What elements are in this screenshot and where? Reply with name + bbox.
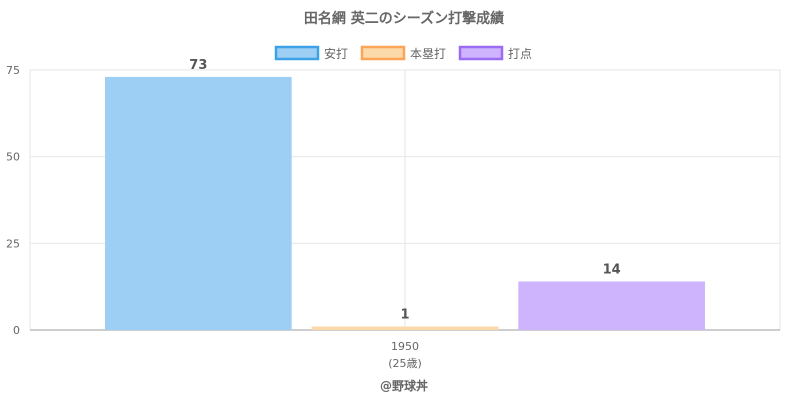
bar-安打 bbox=[105, 76, 292, 330]
bar-value-label: 14 bbox=[603, 262, 621, 277]
legend-swatch bbox=[360, 45, 406, 61]
chart-title: 田名網 英二のシーズン打撃成績 bbox=[304, 10, 504, 27]
bar-value-label: 73 bbox=[189, 58, 207, 73]
bar-series: 73 1 14 bbox=[105, 58, 705, 330]
legend-label: 打点 bbox=[508, 47, 532, 61]
bar-value-label: 1 bbox=[400, 308, 409, 323]
chart-legend: 安打 本塁打 打点 bbox=[274, 45, 532, 61]
y-tick-label: 75 bbox=[6, 64, 20, 77]
legend-label: 本塁打 bbox=[410, 47, 446, 61]
y-tick-label: 50 bbox=[6, 151, 20, 164]
bar-打点 bbox=[518, 281, 705, 330]
x-axis-ticks: 1950 (25歳) bbox=[388, 340, 422, 370]
y-tick-label: 0 bbox=[13, 324, 20, 337]
bar-本塁打 bbox=[311, 326, 499, 330]
y-tick-label: 25 bbox=[6, 237, 20, 250]
legend-swatch bbox=[274, 45, 320, 61]
legend-label: 安打 bbox=[324, 46, 348, 61]
x-tick-sublabel: (25歳) bbox=[388, 357, 422, 370]
legend-swatch bbox=[458, 45, 504, 61]
x-tick-label: 1950 bbox=[391, 340, 419, 353]
y-axis-ticks: 0 25 50 75 bbox=[6, 64, 20, 337]
credit-label: @野球丼 bbox=[380, 378, 428, 393]
